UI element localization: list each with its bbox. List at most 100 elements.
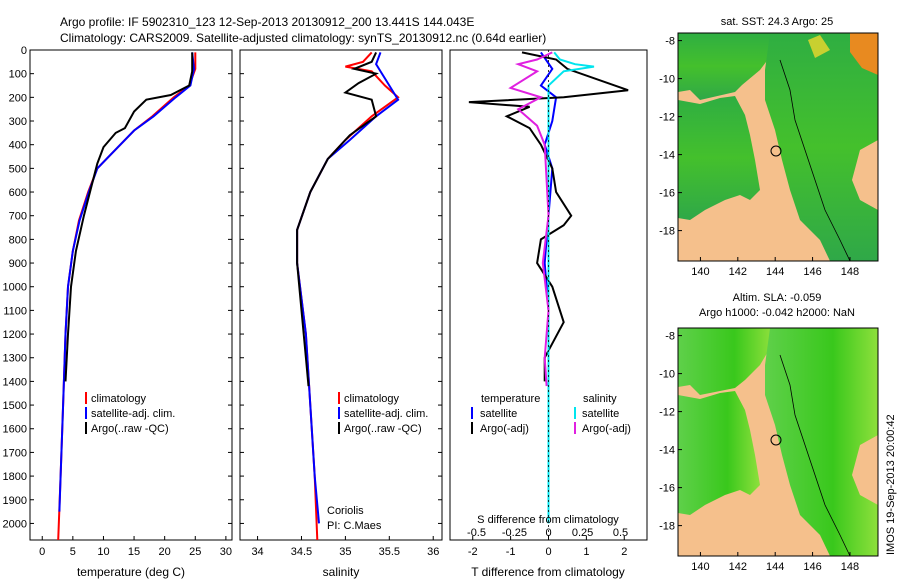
salinity-xlabel: salinity	[323, 565, 360, 579]
y-tick-label: 1100	[3, 305, 27, 317]
sst-map-title: sat. SST: 24.3 Argo: 25	[721, 16, 834, 28]
legend-temp-satellite: satellite	[480, 408, 517, 420]
pi-label: PI: C.Maes	[327, 520, 382, 532]
y-tick-label: 2000	[3, 518, 27, 530]
imos-stamp: IMOS 19-Sep-2013 20:00:42	[885, 414, 897, 555]
x-tick-label: 15	[128, 546, 140, 558]
series-line-satellite-adj-clim-	[296, 52, 400, 524]
legend-climatology: climatology	[91, 393, 147, 405]
y-tick-label: 300	[9, 116, 27, 128]
y-tick-label: -18	[659, 521, 675, 533]
x-tick-label: 142	[729, 266, 747, 278]
y-tick-label: 1300	[3, 353, 27, 365]
x-tick-label: 148	[841, 561, 859, 573]
y-tick-label: -10	[659, 74, 675, 86]
sst-map-axes: 140 142 144 146 148 -8 -10 -12 -14 -16 -18	[659, 36, 859, 278]
series-line-temperature-argo-adj-	[468, 51, 629, 382]
y-tick-label: 900	[9, 258, 27, 270]
x-tick-label: 30	[220, 546, 232, 558]
y-tick-label: -12	[659, 407, 675, 419]
y-tick-label: 1600	[3, 424, 27, 436]
temperature-xlabel: temperature (deg C)	[77, 565, 185, 579]
x-tick-label: 0	[545, 546, 551, 558]
legend-title-salinity: salinity	[583, 393, 617, 405]
s-tick-label: -0.5	[467, 527, 486, 539]
series-line-satellite-adj-clim-	[58, 52, 196, 512]
x-tick-label: 2	[621, 546, 627, 558]
x-tick-label: 140	[691, 266, 709, 278]
legend-argo: Argo(..raw -QC)	[344, 423, 422, 435]
s-tick-label: -0.25	[502, 527, 527, 539]
y-tick-label: 100	[9, 69, 27, 81]
sst-map	[677, 32, 879, 262]
y-tick-label: 1800	[3, 471, 27, 483]
series-line-salinity-satellite	[547, 51, 595, 524]
s-tick-label: 0	[545, 527, 551, 539]
x-tick-label: 35	[339, 546, 351, 558]
x-tick-label: 35.5	[379, 546, 400, 558]
y-tick-label: 200	[9, 92, 27, 104]
x-tick-label: 140	[691, 561, 709, 573]
salinity-plot: 34 34.5 35 35.5 36	[240, 49, 442, 558]
legend-climatology: climatology	[344, 393, 400, 405]
data-center-label: Coriolis	[327, 505, 364, 517]
series-line-climatology	[296, 51, 400, 541]
y-tick-label: -12	[659, 112, 675, 124]
legend-satellite-adj: satellite-adj. clim.	[91, 408, 175, 420]
x-tick-label: 25	[189, 546, 201, 558]
temperature-plot: 0100200300400500600700800900100011001200…	[3, 45, 232, 558]
difference-xlabel-top: S difference from climatology	[477, 514, 619, 526]
legend-sal-argo: Argo(-adj)	[582, 423, 631, 435]
x-tick-label: 36	[427, 546, 439, 558]
y-tick-label: 1500	[3, 400, 27, 412]
series-line-argo-raw-qc-	[64, 52, 194, 382]
legend-temp-argo: Argo(-adj)	[480, 423, 529, 435]
salinity-legend: climatology satellite-adj. clim. Argo(..…	[338, 392, 428, 435]
y-tick-label: -10	[659, 369, 675, 381]
sla-map-title-1: Altim. SLA: -0.059	[733, 292, 822, 304]
y-tick-label: -8	[665, 331, 675, 343]
s-tick-label: 0.25	[572, 527, 593, 539]
x-tick-label: 0	[39, 546, 45, 558]
temperature-panel-frame	[29, 49, 233, 541]
x-tick-label: 5	[70, 546, 76, 558]
x-tick-label: 142	[729, 561, 747, 573]
x-tick-label: 34.5	[291, 546, 312, 558]
y-tick-label: 700	[9, 211, 27, 223]
x-tick-label: 146	[803, 266, 821, 278]
y-tick-label: -16	[659, 188, 675, 200]
x-tick-label: 20	[159, 546, 171, 558]
difference-xlabel: T difference from climatology	[471, 565, 625, 579]
x-tick-label: -2	[468, 546, 478, 558]
x-tick-label: 34	[251, 546, 263, 558]
y-tick-label: 400	[9, 140, 27, 152]
y-tick-label: 500	[9, 163, 27, 175]
legend-title-temperature: temperature	[481, 393, 540, 405]
legend-argo: Argo(..raw -QC)	[91, 423, 169, 435]
title-line-2: Climatology: CARS2009. Satellite-adjuste…	[60, 31, 546, 45]
legend-sal-satellite: satellite	[582, 408, 619, 420]
s-tick-label: 0.5	[613, 527, 628, 539]
y-tick-label: 600	[9, 187, 27, 199]
y-tick-label: -16	[659, 483, 675, 495]
y-tick-label: 800	[9, 234, 27, 246]
y-tick-label: 1000	[3, 282, 27, 294]
x-tick-label: 10	[97, 546, 109, 558]
x-tick-label: 148	[841, 266, 859, 278]
x-tick-label: 144	[766, 561, 784, 573]
legend-satellite-adj: satellite-adj. clim.	[344, 408, 428, 420]
x-tick-label: 144	[766, 266, 784, 278]
x-tick-label: 1	[583, 546, 589, 558]
series-line-salinity-argo-adj-	[508, 51, 553, 387]
y-tick-label: 1400	[3, 376, 27, 388]
sla-map	[677, 327, 879, 557]
temperature-legend: climatology satellite-adj. clim. Argo(..…	[85, 392, 175, 435]
y-tick-label: -14	[659, 150, 675, 162]
y-tick-label: 0	[21, 45, 27, 57]
sla-map-axes: 140 142 144 146 148 -8 -10 -12 -14 -16 -18	[659, 331, 859, 573]
y-tick-label: 1700	[3, 447, 27, 459]
y-tick-label: 1200	[3, 329, 27, 341]
difference-plot: -2 -1 0 1 2 -0.5 -0.25 0 0.25 0.5	[467, 50, 629, 558]
difference-legend: temperature satellite Argo(-adj) salinit…	[471, 393, 631, 435]
